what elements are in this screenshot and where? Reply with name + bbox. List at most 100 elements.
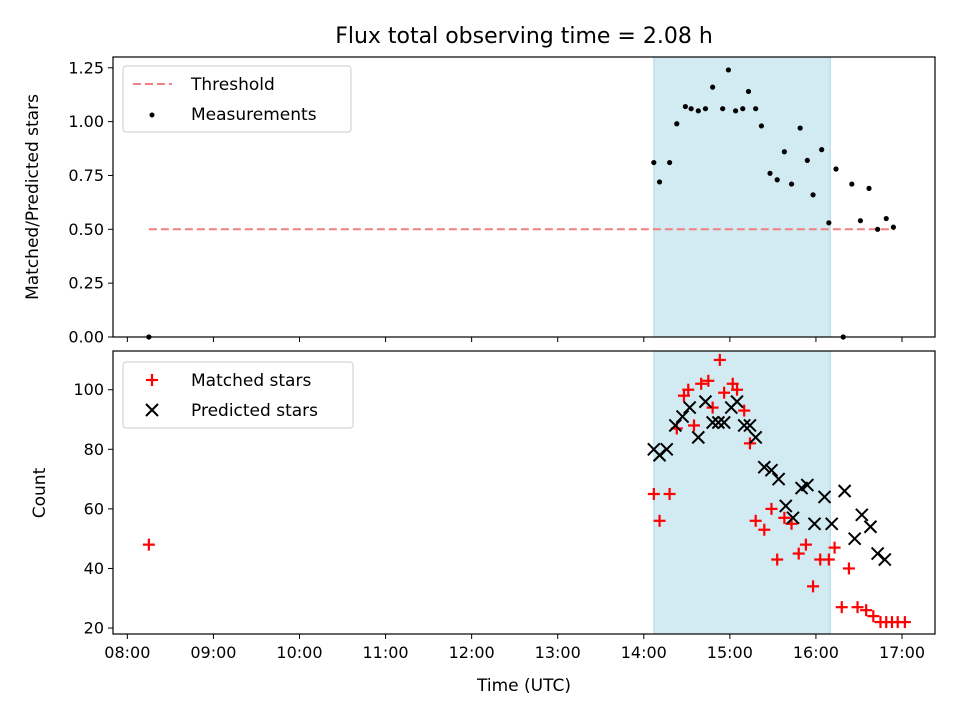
measurement-point <box>732 108 739 114</box>
matched-star-point <box>749 514 762 527</box>
top-legend: Threshold Measurements <box>122 65 352 133</box>
top-legend-box <box>122 65 352 133</box>
matched-star-point <box>799 538 812 551</box>
observing-span <box>653 350 831 635</box>
threshold-legend-label: Threshold <box>190 75 275 95</box>
measurement-point <box>781 149 787 155</box>
y-tick-label: 60 <box>84 499 104 518</box>
x-tick-label: 14:00 <box>621 643 667 662</box>
matched-star-point <box>695 377 708 390</box>
matched-star-point <box>702 374 715 387</box>
matched-star-point <box>713 353 726 366</box>
matched-star-point <box>778 511 791 524</box>
bottom-marks <box>142 353 911 629</box>
chart-title: Flux total observing time = 2.08 h <box>335 24 713 49</box>
bottom-legend-box <box>122 361 354 429</box>
top-observing-span <box>653 56 831 338</box>
bottom-axes-frame <box>112 350 936 635</box>
measurement-point <box>688 106 694 112</box>
predicted-star-point <box>711 415 726 430</box>
x-tick-label: 08:00 <box>104 643 150 662</box>
x-tick-label: 10:00 <box>276 643 322 662</box>
top-marks <box>146 67 896 340</box>
matched-star-point <box>653 514 666 527</box>
predicted-legend-swatch <box>145 403 159 417</box>
x-tick-label: 13:00 <box>535 643 581 662</box>
matched-legend-label: Matched stars <box>191 371 311 391</box>
x-tick-label: 12:00 <box>449 643 495 662</box>
measurement-point <box>826 220 832 226</box>
predicted-star-point <box>705 415 720 430</box>
predicted-star-point <box>691 430 706 445</box>
y-tick-label: 1.00 <box>68 112 104 131</box>
matched-star-point <box>142 538 155 551</box>
predicted-star-point <box>837 484 852 498</box>
bottom-y-axis-label: Count <box>30 467 50 518</box>
predicted-star-point <box>807 517 822 531</box>
matched-star-point <box>867 610 880 623</box>
measurement-point <box>674 121 680 127</box>
measurement-point <box>890 224 896 230</box>
measurement-point <box>849 181 855 187</box>
predicted-star-point <box>771 472 786 486</box>
measurement-point <box>702 106 709 112</box>
predicted-star-point <box>675 409 690 424</box>
predicted-star-point <box>737 418 751 433</box>
x-tick-label: 17:00 <box>879 643 925 662</box>
measurement-point <box>720 106 726 112</box>
measurement-point <box>651 159 657 166</box>
bottom-panel: 08:00 09:00 10:00 11:00 12:00 13:00 14:00 15:00… <box>30 350 936 696</box>
matched-star-point <box>647 487 660 500</box>
x-tick-label: 11:00 <box>363 643 409 662</box>
measurement-point <box>725 67 732 73</box>
matched-star-point <box>765 502 778 515</box>
predicted-star-point <box>779 499 793 513</box>
y-tick-label: 0.75 <box>68 166 104 185</box>
predicted-star-point <box>682 400 697 415</box>
matched-star-point <box>828 541 841 554</box>
measurement-point <box>819 147 825 153</box>
predicted-star-point <box>800 478 815 492</box>
matched-star-point <box>835 601 848 614</box>
bottom-axis-ticks: 08:00 09:00 10:00 11:00 12:00 13:00 14:00 15:00… <box>73 380 925 662</box>
predicted-star-point <box>743 418 757 433</box>
measurement-point <box>740 106 746 112</box>
matched-star-point <box>807 580 820 593</box>
matched-star-point <box>758 523 771 536</box>
predicted-star-point <box>825 517 839 531</box>
matched-star-point <box>860 604 873 617</box>
predicted-star-point <box>764 463 779 477</box>
measurement-point <box>656 179 663 185</box>
measurement-point <box>833 166 839 172</box>
predicted-star-point <box>698 394 713 409</box>
predicted-star-point <box>668 418 683 433</box>
measurement-point <box>695 108 701 114</box>
matched-star-point <box>718 386 731 399</box>
measurement-point <box>810 192 816 198</box>
predicted-star-point <box>717 415 731 430</box>
y-tick-label: 0.25 <box>68 274 104 293</box>
y-tick-label: 0.50 <box>68 220 104 239</box>
measurement-point <box>788 181 795 187</box>
matched-star-point <box>851 601 864 614</box>
measurement-point <box>767 170 773 176</box>
measurement-point <box>682 103 688 110</box>
top-axis-ticks: 0.00 0.25 0.50 0.75 1.00 1.25 <box>68 58 903 347</box>
matched-star-point <box>731 383 744 396</box>
predicted-star-point <box>847 531 862 546</box>
measurement-point <box>745 88 752 95</box>
measurement-point <box>710 84 716 90</box>
y-tick-label: 20 <box>84 619 104 638</box>
measurement-point <box>774 177 780 183</box>
predicted-star-point <box>786 511 800 525</box>
predicted-star-point <box>817 490 832 504</box>
measurement-point <box>758 123 765 129</box>
matched-star-point <box>682 383 695 396</box>
measurement-point <box>667 159 673 166</box>
x-tick-label: 16:00 <box>793 643 839 662</box>
predicted-legend-label: Predicted stars <box>191 401 318 421</box>
matched-star-point <box>706 401 719 414</box>
measurement-point <box>866 185 872 191</box>
matched-star-point <box>822 553 835 566</box>
